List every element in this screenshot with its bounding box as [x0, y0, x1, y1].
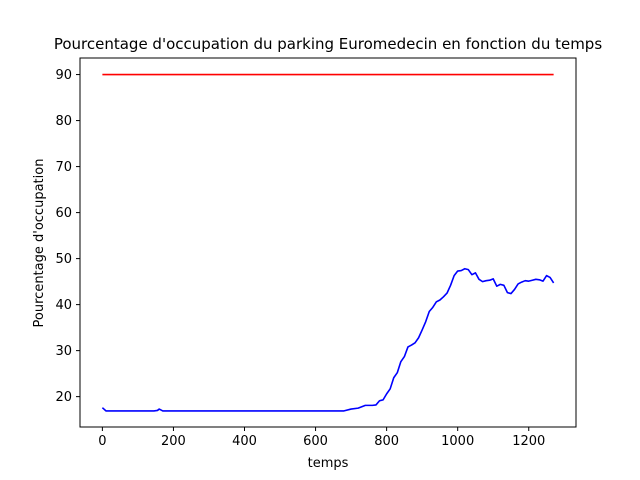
y-tick-label: 60: [55, 206, 72, 221]
x-tick-label: 1200: [512, 434, 545, 449]
x-tick-label: 200: [161, 434, 186, 449]
y-tick-label: 70: [55, 160, 72, 175]
y-axis-label: Pourcentage d'occupation: [32, 159, 47, 328]
y-tick-label: 40: [55, 298, 72, 313]
y-tick-label: 90: [55, 68, 72, 83]
x-tick-label: 0: [98, 434, 106, 449]
y-tick-label: 30: [55, 344, 72, 359]
x-tick-label: 1000: [441, 434, 474, 449]
y-axis: 20 30 40 50 60 70 80 90: [55, 68, 80, 405]
plot-area: [101, 73, 555, 412]
x-tick-label: 400: [232, 434, 257, 449]
x-tick-label: 600: [303, 434, 328, 449]
y-tick-label: 50: [55, 252, 72, 267]
x-tick-label: 800: [374, 434, 399, 449]
x-axis: 0 200 400 600 800 1000 1200: [98, 427, 545, 449]
axes-frame: [79, 57, 577, 428]
chart-title: Pourcentage d'occupation du parking Euro…: [54, 35, 603, 53]
x-axis-label: temps: [308, 456, 349, 471]
y-tick-label: 80: [55, 114, 72, 129]
series-line-1: [101, 267, 555, 412]
y-tick-label: 20: [55, 390, 72, 405]
